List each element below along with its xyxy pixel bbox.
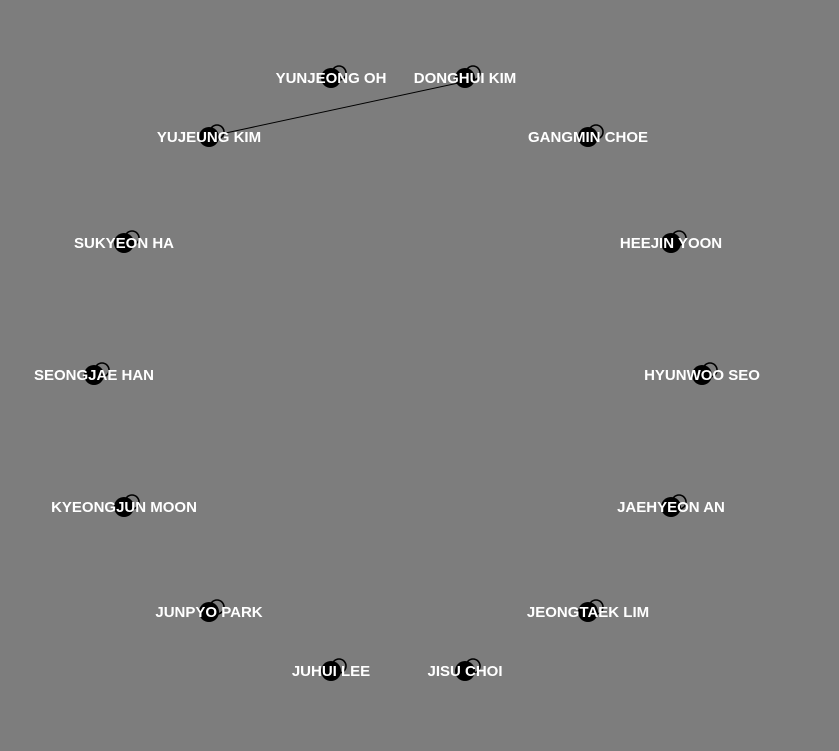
node-dot[interactable] [321, 661, 341, 681]
node-n8[interactable]: HYUNWOO SEO [644, 362, 760, 385]
node-label: DONGHUI KIM [414, 70, 517, 87]
node-n6[interactable]: HEEJIN YOON [620, 230, 722, 253]
node-label: GANGMIN CHOE [528, 129, 648, 146]
node-dot[interactable] [84, 365, 104, 385]
node-dot[interactable] [199, 602, 219, 622]
node-n12[interactable]: JEONGTAEK LIM [527, 599, 649, 622]
node-n5[interactable]: SUKYEON HA [74, 230, 174, 253]
node-dot[interactable] [661, 233, 681, 253]
node-n4[interactable]: GANGMIN CHOE [528, 124, 648, 147]
node-dot[interactable] [455, 661, 475, 681]
node-label: SEONGJAE HAN [34, 367, 154, 384]
node-dot[interactable] [455, 68, 475, 88]
node-n1[interactable]: YUNJEONG OH [276, 65, 387, 88]
node-label: HEEJIN YOON [620, 235, 722, 252]
node-label: JEONGTAEK LIM [527, 604, 649, 621]
node-dot[interactable] [199, 127, 219, 147]
node-n2[interactable]: DONGHUI KIM [414, 65, 517, 88]
node-n10[interactable]: JAEHYEON AN [617, 494, 725, 517]
node-label: JUNPYO PARK [155, 604, 262, 621]
node-dot[interactable] [114, 233, 134, 253]
node-n9[interactable]: KYEONGJUN MOON [51, 494, 197, 517]
node-label: YUJEUNG KIM [157, 129, 261, 146]
nodes-layer: YUNJEONG OH DONGHUI KIM YUJEUNG KIM GANGMIN… [34, 65, 760, 681]
node-label: YUNJEONG OH [276, 70, 387, 87]
node-label: JAEHYEON AN [617, 499, 725, 516]
node-label: KYEONGJUN MOON [51, 499, 197, 516]
node-label: JUHUI LEE [292, 663, 370, 680]
node-dot[interactable] [661, 497, 681, 517]
node-n3[interactable]: YUJEUNG KIM [157, 124, 261, 147]
edges-layer [220, 78, 478, 135]
node-n14[interactable]: JISU CHOI [427, 658, 503, 681]
node-label: JISU CHOI [427, 663, 502, 680]
node-dot[interactable] [578, 602, 598, 622]
node-n7[interactable]: SEONGJAE HAN [34, 362, 154, 385]
node-n13[interactable]: JUHUI LEE [292, 658, 370, 681]
node-dot[interactable] [321, 68, 341, 88]
node-label: HYUNWOO SEO [644, 367, 760, 384]
edge-n2-n3 [220, 78, 478, 135]
node-dot[interactable] [114, 497, 134, 517]
node-label: SUKYEON HA [74, 235, 174, 252]
node-dot[interactable] [578, 127, 598, 147]
node-n11[interactable]: JUNPYO PARK [155, 599, 263, 622]
node-dot[interactable] [692, 365, 712, 385]
